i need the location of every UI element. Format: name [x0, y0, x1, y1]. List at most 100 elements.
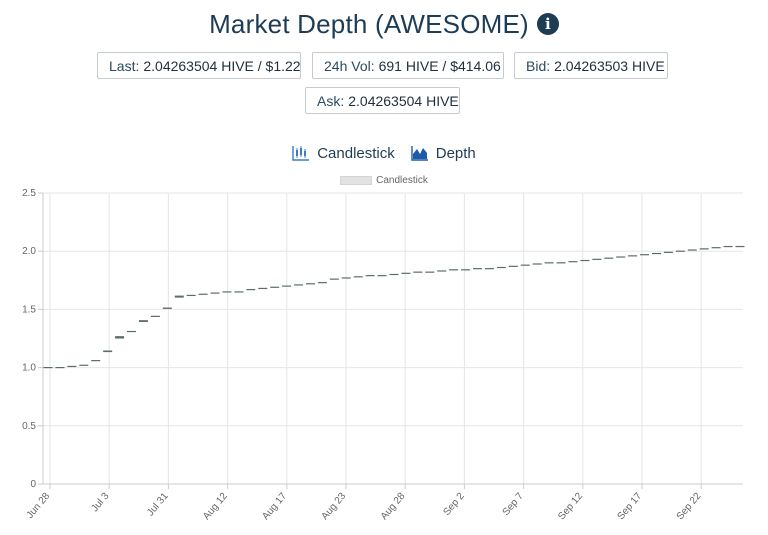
- candle[interactable]: [413, 271, 423, 273]
- candle[interactable]: [663, 251, 673, 253]
- last-price-label: Last:: [109, 57, 140, 74]
- bid-label: Bid:: [526, 57, 551, 74]
- candle[interactable]: [186, 294, 196, 297]
- candle[interactable]: [198, 293, 208, 295]
- candle[interactable]: [568, 261, 578, 263]
- candle[interactable]: [317, 282, 327, 284]
- candle[interactable]: [353, 276, 363, 278]
- candle[interactable]: [699, 248, 709, 250]
- volume-value: 691 HIVE / $414.06: [378, 57, 501, 74]
- x-tick-label: Aug 23: [319, 491, 348, 523]
- page-title: Market Depth (AWESOME): [209, 8, 529, 39]
- candle[interactable]: [628, 255, 638, 257]
- candle[interactable]: [162, 307, 172, 309]
- candle[interactable]: [640, 254, 650, 256]
- x-tick-label: Sep 17: [615, 491, 644, 523]
- candle[interactable]: [425, 271, 435, 273]
- x-tick-label: Aug 12: [201, 491, 230, 523]
- candle[interactable]: [473, 268, 483, 270]
- candle[interactable]: [138, 320, 148, 322]
- ask-value: 2.04263504 HIVE: [348, 92, 459, 109]
- candle[interactable]: [580, 259, 590, 262]
- candle[interactable]: [55, 367, 65, 369]
- candle[interactable]: [544, 262, 554, 264]
- candle[interactable]: [449, 269, 459, 271]
- y-tick-label: 1.0: [22, 363, 36, 374]
- candle[interactable]: [282, 285, 292, 287]
- candle[interactable]: [127, 330, 137, 333]
- candle[interactable]: [222, 291, 232, 293]
- candle[interactable]: [651, 252, 661, 255]
- candle[interactable]: [711, 247, 721, 249]
- candle[interactable]: [91, 360, 101, 362]
- candle[interactable]: [735, 245, 745, 248]
- candle[interactable]: [592, 258, 602, 260]
- x-tick-label: Jul 31: [145, 491, 171, 519]
- area-chart-icon: [411, 146, 428, 161]
- ask-stat: Ask: 2.04263504 HIVE: [305, 87, 460, 114]
- ask-label: Ask:: [317, 92, 345, 109]
- candle[interactable]: [675, 250, 685, 252]
- candle[interactable]: [461, 269, 471, 271]
- candle[interactable]: [401, 272, 411, 274]
- bid-value: 2.04263503 HIVE: [554, 57, 665, 74]
- tab-depth-label: Depth: [435, 144, 476, 162]
- candle[interactable]: [616, 256, 626, 258]
- y-tick-label: 2.5: [22, 188, 36, 199]
- candle[interactable]: [174, 295, 184, 298]
- candle[interactable]: [389, 273, 399, 276]
- volume-stat: 24h Vol: 691 HIVE / $414.06: [312, 52, 504, 79]
- x-tick-label: Sep 7: [501, 491, 527, 518]
- legend-swatch: [340, 175, 373, 185]
- candle[interactable]: [508, 265, 518, 267]
- y-tick-label: 1.5: [22, 304, 36, 315]
- info-circle-icon[interactable]: i: [536, 13, 559, 35]
- candle[interactable]: [79, 364, 89, 366]
- candle[interactable]: [246, 289, 256, 291]
- candle[interactable]: [329, 278, 339, 280]
- candle[interactable]: [234, 291, 244, 293]
- x-tick-label: Aug 17: [260, 491, 289, 523]
- y-tick-label: 2.0: [22, 246, 36, 257]
- bid-stat: Bid: 2.04263503 HIVE: [514, 52, 668, 79]
- last-price-stat: Last: 2.04263504 HIVE / $1.22: [97, 52, 301, 79]
- candle[interactable]: [294, 284, 304, 286]
- candlestick-chart: 0 0.5 1.0 1.5 2.0 2.5 Jun 28 Jul 3 Jul 31 Aug 12 A…: [22, 188, 745, 523]
- x-tick-label: Jul 3: [89, 491, 111, 515]
- title-row: Market Depth (AWESOME) i: [0, 4, 768, 44]
- candle[interactable]: [210, 292, 220, 294]
- tab-candlestick-label: Candlestick: [317, 144, 395, 162]
- candle[interactable]: [115, 336, 125, 339]
- last-price-value: 2.04263504 HIVE / $1.22: [143, 57, 301, 74]
- candle[interactable]: [496, 266, 506, 269]
- candle[interactable]: [687, 249, 697, 251]
- x-tick-label: Jun 28: [25, 491, 53, 521]
- candle[interactable]: [305, 283, 315, 285]
- candle[interactable]: [532, 263, 542, 265]
- candle[interactable]: [341, 277, 351, 279]
- candle[interactable]: [270, 286, 280, 288]
- tab-candlestick[interactable]: Candlestick: [292, 144, 395, 162]
- candle[interactable]: [437, 270, 447, 272]
- chart-legend[interactable]: Candlestick: [0, 173, 768, 187]
- candle[interactable]: [377, 275, 387, 277]
- tab-depth[interactable]: Depth: [411, 144, 476, 162]
- x-tick-label: Sep 22: [675, 491, 704, 523]
- candle[interactable]: [556, 262, 566, 264]
- candle[interactable]: [67, 365, 77, 368]
- candle[interactable]: [484, 268, 494, 270]
- volume-label: 24h Vol:: [324, 57, 375, 74]
- legend-label: Candlestick: [376, 174, 428, 186]
- x-tick-label: Sep 12: [556, 491, 585, 523]
- candle[interactable]: [103, 350, 113, 353]
- candle[interactable]: [520, 264, 530, 266]
- candle[interactable]: [43, 367, 53, 369]
- candle[interactable]: [723, 245, 733, 248]
- chart-type-tabs: Candlestick Depth: [0, 141, 768, 165]
- x-tick-label: Aug 28: [379, 491, 408, 523]
- candle[interactable]: [604, 257, 614, 259]
- y-tick-label: 0: [30, 479, 36, 490]
- candle[interactable]: [258, 287, 268, 290]
- candle[interactable]: [150, 315, 160, 317]
- candle[interactable]: [365, 275, 375, 277]
